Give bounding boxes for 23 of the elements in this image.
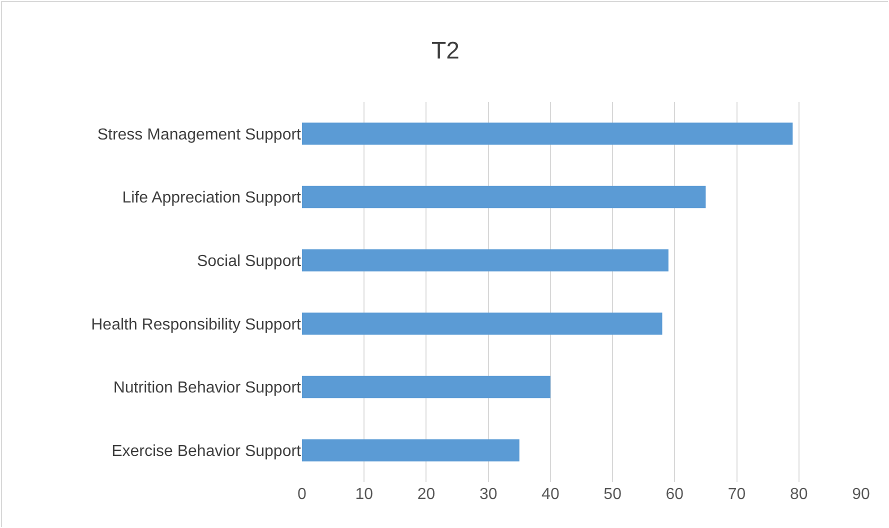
x-tick-label: 0 [298, 486, 307, 503]
y-tick-label: Nutrition Behavior Support [113, 380, 302, 397]
x-tick-label: 70 [728, 486, 746, 503]
x-tick-label: 30 [479, 486, 498, 503]
x-tick-label: 80 [790, 486, 808, 503]
y-tick-label: Exercise Behavior Support [112, 442, 302, 460]
bar [302, 312, 662, 335]
bar [302, 186, 706, 208]
y-tick-label: Social Support [196, 252, 302, 270]
x-tick-label: 40 [542, 486, 560, 503]
y-tick-label: Life Appreciation Support [122, 190, 302, 207]
chart-title: T2 [431, 37, 460, 64]
bar [302, 376, 550, 398]
bar [302, 122, 793, 145]
x-tick-label: 10 [355, 486, 374, 503]
x-tick-label: 90 [852, 486, 870, 503]
x-tick-label: 20 [417, 486, 436, 503]
bar [302, 439, 520, 462]
bar [302, 249, 668, 272]
x-tick-label: 60 [666, 486, 684, 503]
x-tick-label: 50 [604, 486, 622, 503]
y-tick-label: Stress Management Support [97, 126, 302, 144]
y-tick-label: Health Responsibility Support [91, 316, 302, 334]
